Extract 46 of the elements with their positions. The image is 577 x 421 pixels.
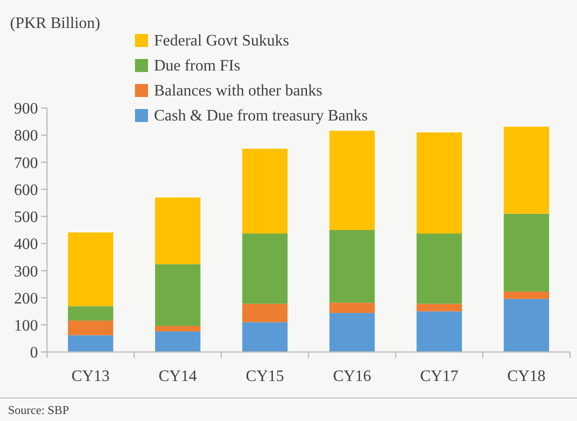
bar xyxy=(329,302,375,313)
x-tick-label: CY13 xyxy=(71,368,110,385)
y-tick-label: 800 xyxy=(14,128,38,145)
bar xyxy=(155,331,200,352)
x-tick-label: CY16 xyxy=(332,368,372,385)
legend-label: Due from FIs xyxy=(154,58,240,75)
bar xyxy=(68,335,114,352)
legend-label: Federal Govt Sukuks xyxy=(154,32,290,50)
bar xyxy=(416,311,462,352)
bar xyxy=(416,132,462,234)
bar xyxy=(329,312,375,352)
x-tick-label: CY17 xyxy=(420,368,458,385)
bar xyxy=(68,306,114,321)
bar xyxy=(155,264,200,326)
y-tick-label: 200 xyxy=(14,290,38,308)
y-axis-title: (PKR Billion) xyxy=(10,15,100,32)
bar xyxy=(242,322,288,352)
bar xyxy=(504,214,550,292)
bar xyxy=(242,304,288,322)
bar xyxy=(416,304,462,312)
bar xyxy=(68,232,114,306)
legend-label: Balances with other banks xyxy=(154,82,322,100)
legend-label: Cash & Due from treasury Banks xyxy=(154,108,368,125)
bar xyxy=(155,326,200,332)
x-tick-label: CY18 xyxy=(507,368,546,385)
y-tick-label: 0 xyxy=(30,344,38,362)
bar xyxy=(504,298,550,352)
bar xyxy=(242,234,288,304)
y-tick-label: 900 xyxy=(14,100,38,118)
y-tick-label: 400 xyxy=(14,236,38,254)
x-tick-label: CY15 xyxy=(246,368,284,385)
bar xyxy=(504,126,550,214)
y-tick-label: 300 xyxy=(14,263,38,280)
y-tick-label: 600 xyxy=(14,182,38,199)
bar xyxy=(329,230,375,303)
bar xyxy=(155,197,200,264)
y-tick-label: 700 xyxy=(14,154,38,172)
bar xyxy=(504,292,550,299)
bar xyxy=(68,320,114,336)
bar xyxy=(242,148,288,234)
bar xyxy=(416,234,462,304)
y-tick-label: 100 xyxy=(14,317,38,334)
source-note: Source: SBP xyxy=(8,403,70,417)
x-tick-label: CY14 xyxy=(158,368,197,385)
y-tick-label: 500 xyxy=(14,209,38,226)
bar xyxy=(329,130,375,230)
